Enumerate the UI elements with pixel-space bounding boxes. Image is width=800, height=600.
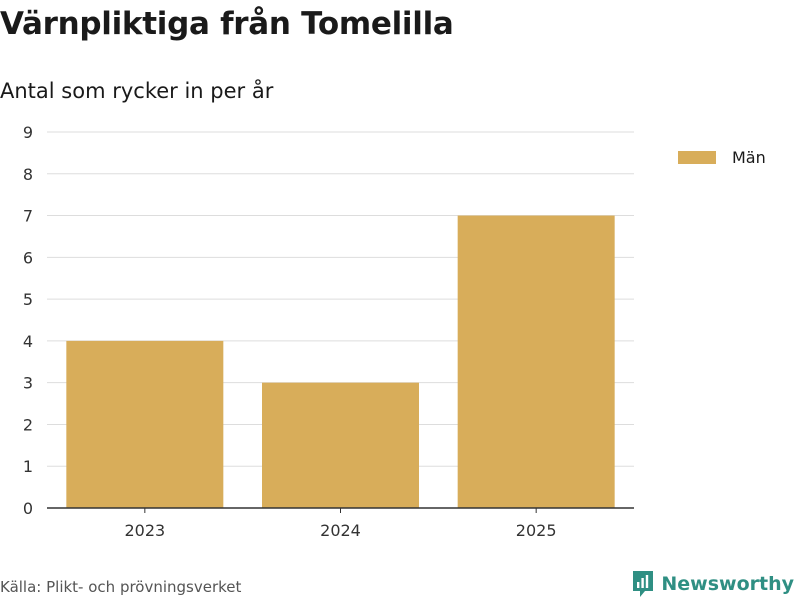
legend: Män bbox=[678, 148, 766, 167]
legend-label-man: Män bbox=[732, 148, 766, 167]
y-tick-label-2: 2 bbox=[23, 415, 33, 434]
brand: Newsworthy bbox=[631, 569, 794, 599]
source-note: Källa: Plikt- och prövningsverket bbox=[0, 578, 242, 596]
y-tick-label-7: 7 bbox=[23, 207, 33, 226]
y-tick-label-5: 5 bbox=[23, 290, 33, 309]
y-tick-label-9: 9 bbox=[23, 123, 33, 142]
x-tick-label-2024: 2024 bbox=[320, 521, 361, 540]
axes: 0 1 2 3 4 5 6 7 8 9 2023 2024 2025 bbox=[23, 123, 634, 540]
y-tick-label-3: 3 bbox=[23, 374, 33, 393]
y-tick-label-8: 8 bbox=[23, 165, 33, 184]
bar-2025 bbox=[457, 215, 615, 509]
y-tick-label-4: 4 bbox=[23, 332, 33, 351]
chart-subtitle: Antal som rycker in per år bbox=[0, 79, 274, 103]
bar-2024 bbox=[262, 382, 419, 508]
x-tick-label-2025: 2025 bbox=[516, 521, 557, 540]
newsworthy-logo-icon bbox=[633, 571, 654, 597]
bar-2023 bbox=[66, 340, 224, 508]
chart-title: Värnpliktiga från Tomelilla bbox=[0, 6, 454, 42]
bars bbox=[66, 215, 615, 509]
legend-swatch-man bbox=[678, 151, 716, 164]
y-tick-label-0: 0 bbox=[23, 499, 33, 518]
x-tick-label-2023: 2023 bbox=[124, 521, 165, 540]
y-tick-label-1: 1 bbox=[23, 457, 33, 476]
y-tick-label-6: 6 bbox=[23, 248, 33, 267]
brand-name: Newsworthy bbox=[661, 573, 794, 595]
